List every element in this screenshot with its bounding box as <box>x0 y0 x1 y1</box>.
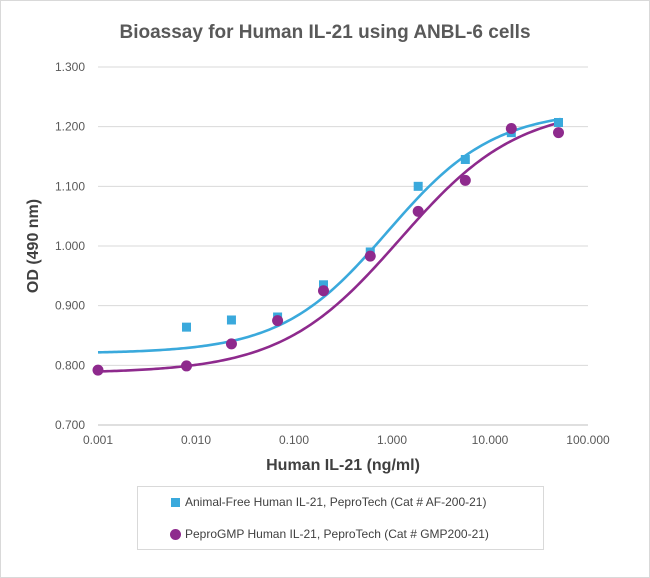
fit-curve-series-1 <box>97 117 561 354</box>
x-tick-label: 0.100 <box>279 433 309 447</box>
y-tick-label: 1.000 <box>55 239 85 253</box>
x-tick-label: 10.000 <box>472 433 509 447</box>
data-point-series-2 <box>459 174 471 186</box>
y-tick-label: 1.300 <box>55 60 85 74</box>
x-tick-label: 0.001 <box>83 433 113 447</box>
legend: Animal-Free Human IL-21, PeproTech (Cat … <box>137 486 544 550</box>
x-tick-label: 1.000 <box>377 433 407 447</box>
data-point-series-1 <box>460 154 470 164</box>
y-tick-label: 1.100 <box>55 179 85 193</box>
legend-entry-series-2: PeproGMP Human IL-21, PeproTech (Cat # G… <box>138 524 489 544</box>
data-point-series-2 <box>181 360 193 372</box>
data-point-series-2 <box>505 122 517 134</box>
data-point-series-2 <box>552 127 564 139</box>
y-tick-label: 1.200 <box>55 120 85 134</box>
legend-label-series-1: Animal-Free Human IL-21, PeproTech (Cat … <box>185 495 487 509</box>
data-point-series-2 <box>364 250 376 262</box>
y-tick-label: 0.900 <box>55 299 85 313</box>
y-tick-label: 0.700 <box>55 418 85 432</box>
data-point-series-1 <box>182 322 192 332</box>
legend-square-marker <box>171 497 180 507</box>
chart-title: Bioassay for Human IL-21 using ANBL-6 ce… <box>119 22 531 43</box>
x-tick-label: 100.000 <box>566 433 610 447</box>
legend-label-series-2: PeproGMP Human IL-21, PeproTech (Cat # G… <box>185 527 489 541</box>
x-axis-label: Human IL-21 (ng/ml) <box>266 457 420 474</box>
data-point-series-2 <box>92 364 104 376</box>
data-point-series-2 <box>412 205 424 217</box>
fit-curve-series-2 <box>97 121 561 373</box>
data-point-series-1 <box>553 117 563 127</box>
legend-circle-marker <box>170 528 181 540</box>
legend-entry-series-1: Animal-Free Human IL-21, PeproTech (Cat … <box>138 492 486 512</box>
data-point-series-1 <box>319 280 329 290</box>
y-tick-label: 0.800 <box>55 358 85 372</box>
x-tick-label: 0.010 <box>181 433 211 447</box>
data-point-series-1 <box>413 181 423 191</box>
data-point-series-2 <box>272 315 284 327</box>
y-axis-label: OD (490 nm) <box>25 198 42 294</box>
data-point-series-1 <box>226 315 236 325</box>
data-point-series-2 <box>225 338 237 350</box>
data-point-series-2 <box>318 285 330 297</box>
